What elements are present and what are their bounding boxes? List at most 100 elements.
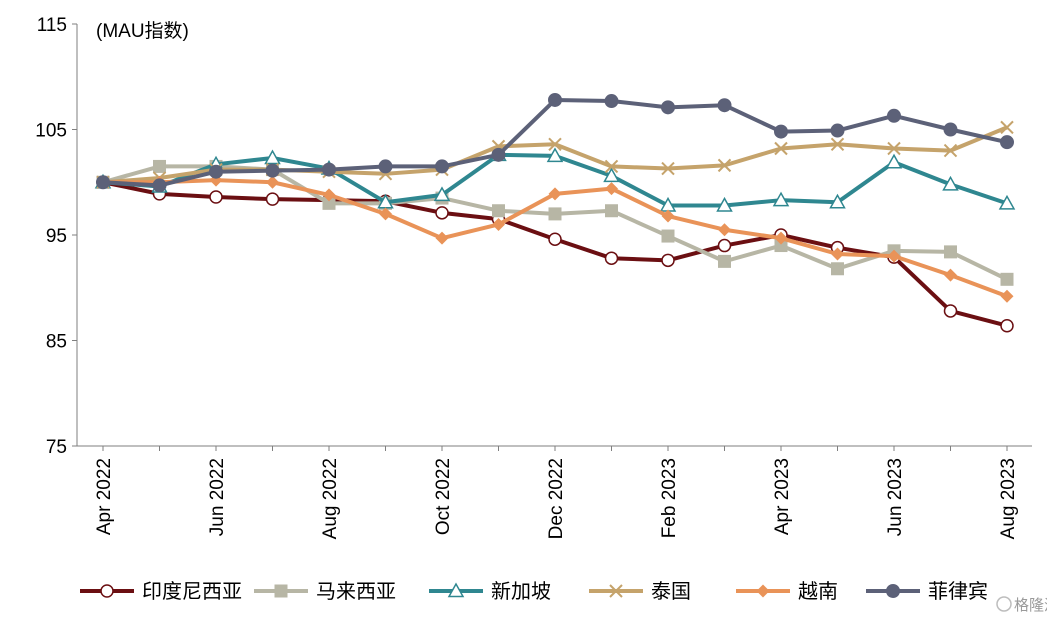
- series-1: [96, 159, 1014, 286]
- data-point: [605, 182, 618, 196]
- data-point: [548, 232, 562, 246]
- data-point: [831, 262, 844, 276]
- data-point: [322, 162, 336, 177]
- watermark-text: 格隆汇: [1014, 597, 1047, 614]
- data-point: [998, 194, 1016, 210]
- data-point: [774, 124, 788, 139]
- data-point: [1000, 135, 1014, 150]
- legend-label: 越南: [798, 580, 838, 603]
- legend-marker: [274, 584, 288, 598]
- x-tick-label: Aug 2022: [320, 458, 341, 539]
- data-point: [433, 186, 451, 202]
- data-point: [209, 164, 223, 179]
- legend-marker: [756, 584, 770, 598]
- data-point: [944, 245, 957, 259]
- x-tick-label: Feb 2023: [659, 458, 680, 538]
- data-point: [153, 159, 166, 173]
- data-point: [887, 249, 901, 263]
- data-point: [887, 141, 901, 156]
- data-point: [435, 231, 449, 245]
- y-tick-label: 95: [46, 226, 67, 247]
- data-point: [605, 204, 618, 218]
- legend-marker: [886, 584, 900, 598]
- data-point: [717, 238, 732, 253]
- x-tick-label: Jun 2022: [207, 458, 228, 536]
- data-point: [661, 253, 675, 268]
- y-tick-label: 115: [37, 15, 67, 36]
- x-tick-label: Apr 2023: [772, 458, 793, 535]
- data-point: [604, 94, 619, 109]
- data-point: [548, 92, 562, 107]
- data-point: [322, 188, 336, 202]
- legend-label: 菲律宾: [928, 580, 988, 603]
- x-tick-label: Apr 2022: [94, 458, 115, 535]
- watermark-logo-icon: [996, 596, 1012, 612]
- data-point: [829, 193, 846, 209]
- data-point: [717, 98, 732, 113]
- data-point: [661, 229, 675, 243]
- data-point: [379, 207, 392, 221]
- data-point: [1000, 272, 1014, 286]
- legend-label: 印度尼西亚: [142, 580, 242, 603]
- data-point: [492, 204, 505, 218]
- data-point: [378, 159, 393, 174]
- data-point: [96, 175, 110, 190]
- series-line: [102, 164, 1008, 282]
- x-tick-label: Oct 2022: [433, 458, 454, 535]
- legend-item: 菲律宾: [866, 580, 988, 603]
- data-point: [603, 167, 620, 183]
- legend-item: 泰国: [589, 580, 691, 603]
- data-point: [1000, 318, 1014, 333]
- data-point: [942, 175, 959, 191]
- legend-label: 新加坡: [491, 580, 551, 603]
- legend-marker: [100, 584, 114, 598]
- data-point: [943, 122, 958, 137]
- data-point: [265, 163, 280, 178]
- data-point: [661, 209, 675, 223]
- legend-item: 越南: [736, 580, 838, 603]
- series-5: [96, 92, 1014, 193]
- data-point: [830, 123, 845, 138]
- data-point: [831, 247, 844, 261]
- data-point: [604, 251, 619, 265]
- data-point: [830, 137, 845, 151]
- data-point: [546, 147, 564, 163]
- data-point: [661, 161, 675, 176]
- data-point: [491, 147, 506, 162]
- series-layer: [94, 92, 1016, 333]
- legend-label: 马来西亚: [316, 580, 396, 603]
- data-point: [717, 158, 732, 173]
- y-tick-label: 75: [46, 437, 67, 458]
- legend-marker: [609, 584, 623, 598]
- data-point: [774, 141, 788, 156]
- data-point: [887, 108, 901, 123]
- x-tick-label: Dec 2022: [546, 458, 567, 539]
- data-point: [774, 239, 788, 253]
- data-point: [322, 196, 336, 210]
- data-point: [266, 175, 279, 189]
- data-point: [264, 149, 281, 165]
- data-point: [943, 143, 958, 158]
- data-point: [209, 190, 223, 204]
- data-point: [604, 159, 619, 174]
- data-point: [548, 207, 562, 221]
- legend-marker: [447, 582, 465, 598]
- data-point: [492, 217, 505, 231]
- data-point: [548, 187, 562, 201]
- legend-label: 泰国: [651, 580, 691, 603]
- x-tick-label: Jun 2023: [885, 458, 906, 536]
- data-point: [661, 100, 675, 115]
- data-point: [435, 159, 449, 174]
- watermark: 格隆汇: [996, 596, 1047, 614]
- data-point: [718, 223, 731, 237]
- data-point: [548, 137, 562, 151]
- data-point: [265, 192, 280, 206]
- data-point: [716, 196, 733, 212]
- legend-item: 印度尼西亚: [80, 580, 242, 603]
- data-point: [435, 206, 449, 220]
- y-tick-label: 105: [35, 121, 67, 142]
- data-point: [772, 191, 790, 207]
- data-point: [885, 153, 903, 169]
- data-point: [944, 268, 957, 282]
